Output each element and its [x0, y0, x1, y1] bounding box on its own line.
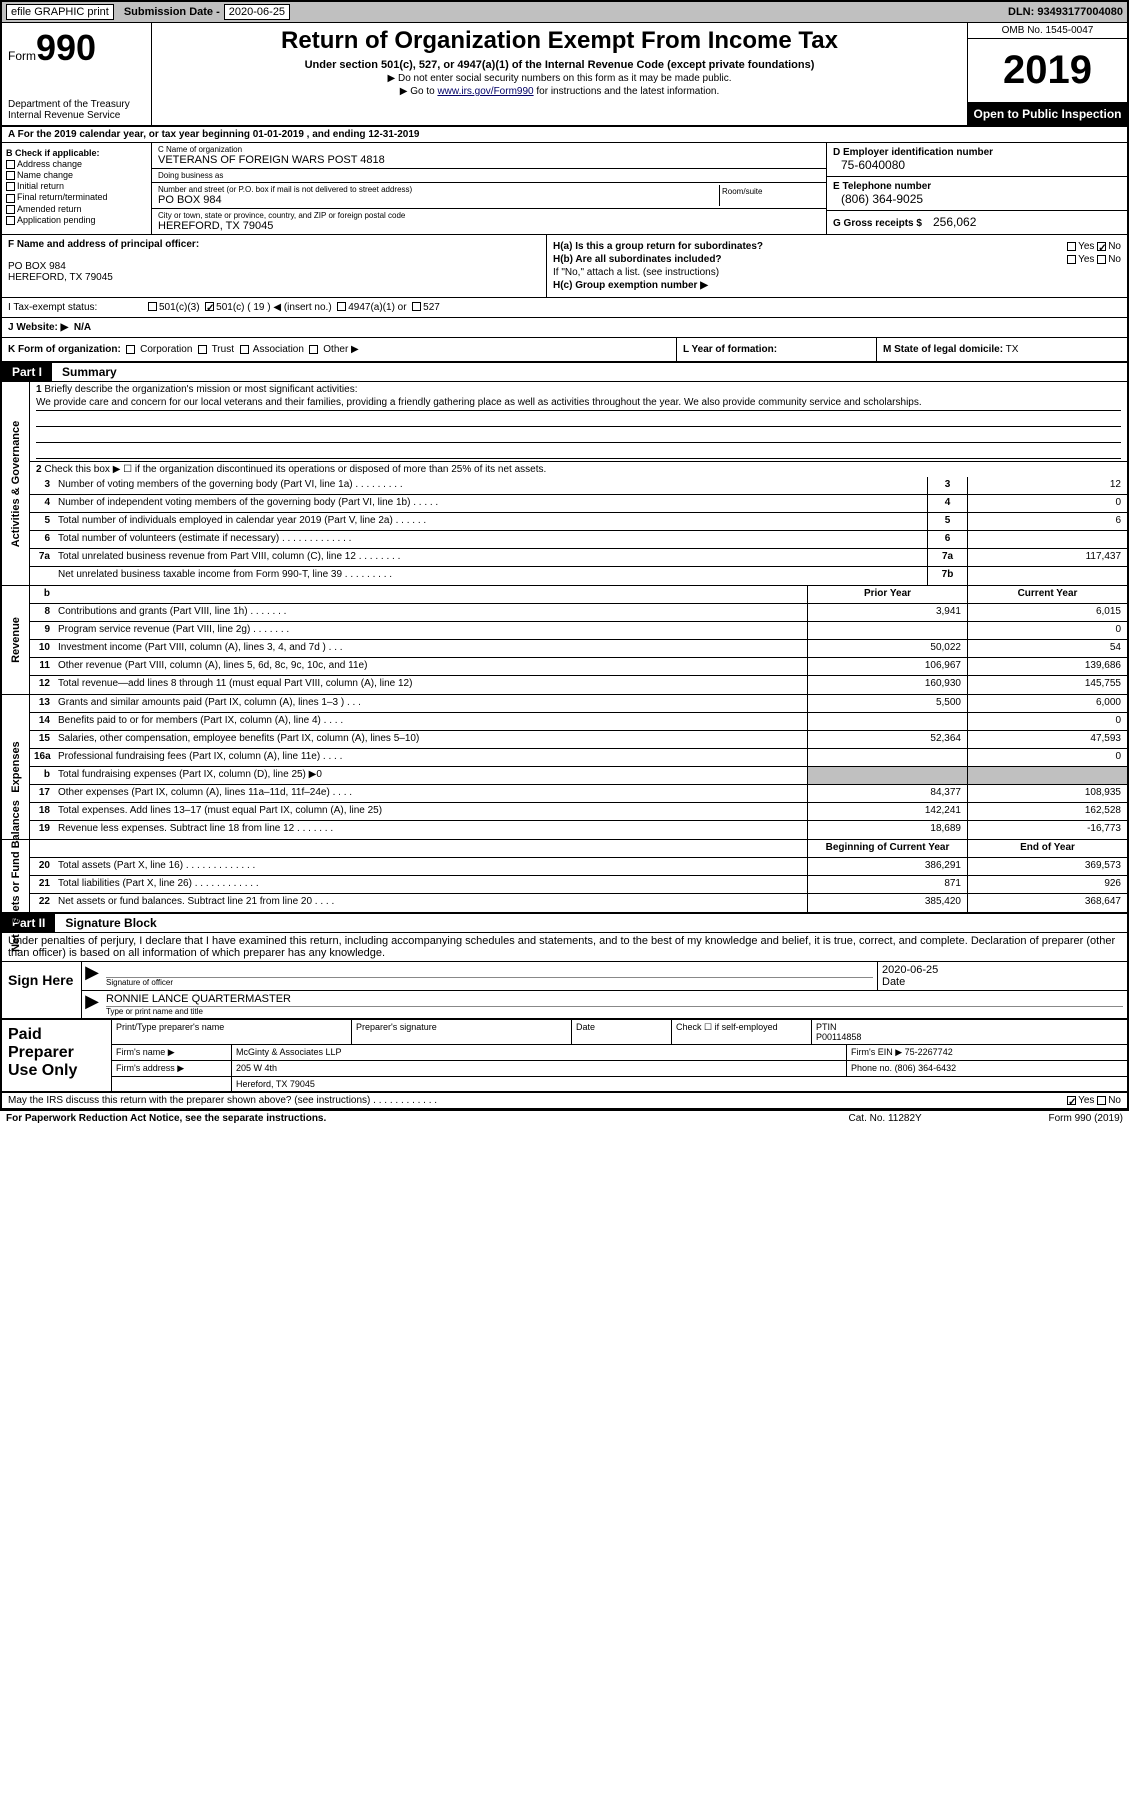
city: HEREFORD, TX 79045	[158, 220, 820, 232]
discuss-row: May the IRS discuss this return with the…	[2, 1093, 1127, 1109]
summary-row: 18 Total expenses. Add lines 13–17 (must…	[30, 803, 1127, 821]
summary-row: 14 Benefits paid to or for members (Part…	[30, 713, 1127, 731]
summary-row: 3 Number of voting members of the govern…	[30, 477, 1127, 495]
summary-row: 5 Total number of individuals employed i…	[30, 513, 1127, 531]
summary-row: Net unrelated business taxable income fr…	[30, 567, 1127, 585]
tax-year: 2019	[968, 39, 1127, 103]
summary-row: 22 Net assets or fund balances. Subtract…	[30, 894, 1127, 912]
section-identity: B Check if applicable: Address change Na…	[2, 143, 1127, 235]
form-container: efile GRAPHIC print Submission Date - 20…	[0, 0, 1129, 1111]
summary-row: 7a Total unrelated business revenue from…	[30, 549, 1127, 567]
summary-row: 11 Other revenue (Part VIII, column (A),…	[30, 658, 1127, 676]
subdate-box: 2020-06-25	[224, 4, 290, 20]
summary-row: 15 Salaries, other compensation, employe…	[30, 731, 1127, 749]
line-a: A For the 2019 calendar year, or tax yea…	[2, 127, 1127, 143]
summary-row: 10 Investment income (Part VIII, column …	[30, 640, 1127, 658]
website-row: J Website: ▶ N/A	[2, 318, 1127, 338]
org-name: VETERANS OF FOREIGN WARS POST 4818	[158, 154, 820, 166]
revenue-section: Revenue b Prior Year Current Year 8 Cont…	[2, 586, 1127, 695]
dln: DLN: 93493177004080	[1008, 6, 1123, 18]
summary-row: b Total fundraising expenses (Part IX, c…	[30, 767, 1127, 785]
subdate-label: Submission Date -	[120, 6, 224, 18]
summary-row: 12 Total revenue—add lines 8 through 11 …	[30, 676, 1127, 694]
summary-row: 8 Contributions and grants (Part VIII, l…	[30, 604, 1127, 622]
paid-preparer: Paid Preparer Use Only Print/Type prepar…	[2, 1020, 1127, 1093]
gross-receipts: 256,062	[925, 215, 976, 229]
topbar: efile GRAPHIC print Submission Date - 20…	[2, 2, 1127, 23]
summary-row: 4 Number of independent voting members o…	[30, 495, 1127, 513]
summary-row: 20 Total assets (Part X, line 16) . . . …	[30, 858, 1127, 876]
footer-line: For Paperwork Reduction Act Notice, see …	[0, 1111, 1129, 1126]
row-klm: K Form of organization: Corporation Trus…	[2, 338, 1127, 363]
box-d: D Employer identification number 75-6040…	[827, 143, 1127, 234]
dept-label: Department of the Treasury Internal Reve…	[8, 69, 145, 121]
note-link: ▶ Go to www.irs.gov/Form990 for instruct…	[156, 86, 963, 97]
activities-governance: Activities & Governance 1 Briefly descri…	[2, 382, 1127, 586]
netassets-section: Net Assets or Fund Balances Beginning of…	[2, 840, 1127, 914]
note-ssn: ▶ Do not enter social security numbers o…	[156, 73, 963, 84]
summary-row: 19 Revenue less expenses. Subtract line …	[30, 821, 1127, 839]
efile-box[interactable]: efile GRAPHIC print	[6, 4, 114, 20]
part1-header: Part I Summary	[2, 363, 1127, 382]
summary-row: 17 Other expenses (Part IX, column (A), …	[30, 785, 1127, 803]
summary-row: 21 Total liabilities (Part X, line 26) .…	[30, 876, 1127, 894]
summary-row: 6 Total number of volunteers (estimate i…	[30, 531, 1127, 549]
inspection-badge: Open to Public Inspection	[968, 103, 1127, 125]
telephone: (806) 364-9025	[833, 192, 1121, 206]
summary-row: 16a Professional fundraising fees (Part …	[30, 749, 1127, 767]
summary-row: 13 Grants and similar amounts paid (Part…	[30, 695, 1127, 713]
row-fh: F Name and address of principal officer:…	[2, 235, 1127, 298]
box-c: C Name of organization VETERANS OF FOREI…	[152, 143, 827, 234]
irs-link[interactable]: www.irs.gov/Form990	[437, 86, 533, 97]
part2-header: Part II Signature Block	[2, 914, 1127, 933]
omb-number: OMB No. 1545-0047	[968, 23, 1127, 39]
summary-row: 9 Program service revenue (Part VIII, li…	[30, 622, 1127, 640]
box-b: B Check if applicable: Address change Na…	[2, 143, 152, 234]
mission-text: We provide care and concern for our loca…	[36, 397, 1121, 411]
street: PO BOX 984	[158, 194, 719, 206]
form-number: Form990	[8, 27, 145, 69]
signature-declaration: Under penalties of perjury, I declare th…	[2, 933, 1127, 962]
ein: 75-6040080	[833, 158, 1121, 172]
sign-here: Sign Here ▶ Signature of officer 2020-06…	[2, 962, 1127, 1020]
form-subtitle: Under section 501(c), 527, or 4947(a)(1)…	[156, 59, 963, 71]
header: Form990 Department of the Treasury Inter…	[2, 23, 1127, 127]
tax-status: I Tax-exempt status: 501(c)(3) ✓ 501(c) …	[2, 298, 1127, 318]
expenses-section: Expenses 13 Grants and similar amounts p…	[2, 695, 1127, 840]
form-title: Return of Organization Exempt From Incom…	[156, 27, 963, 55]
